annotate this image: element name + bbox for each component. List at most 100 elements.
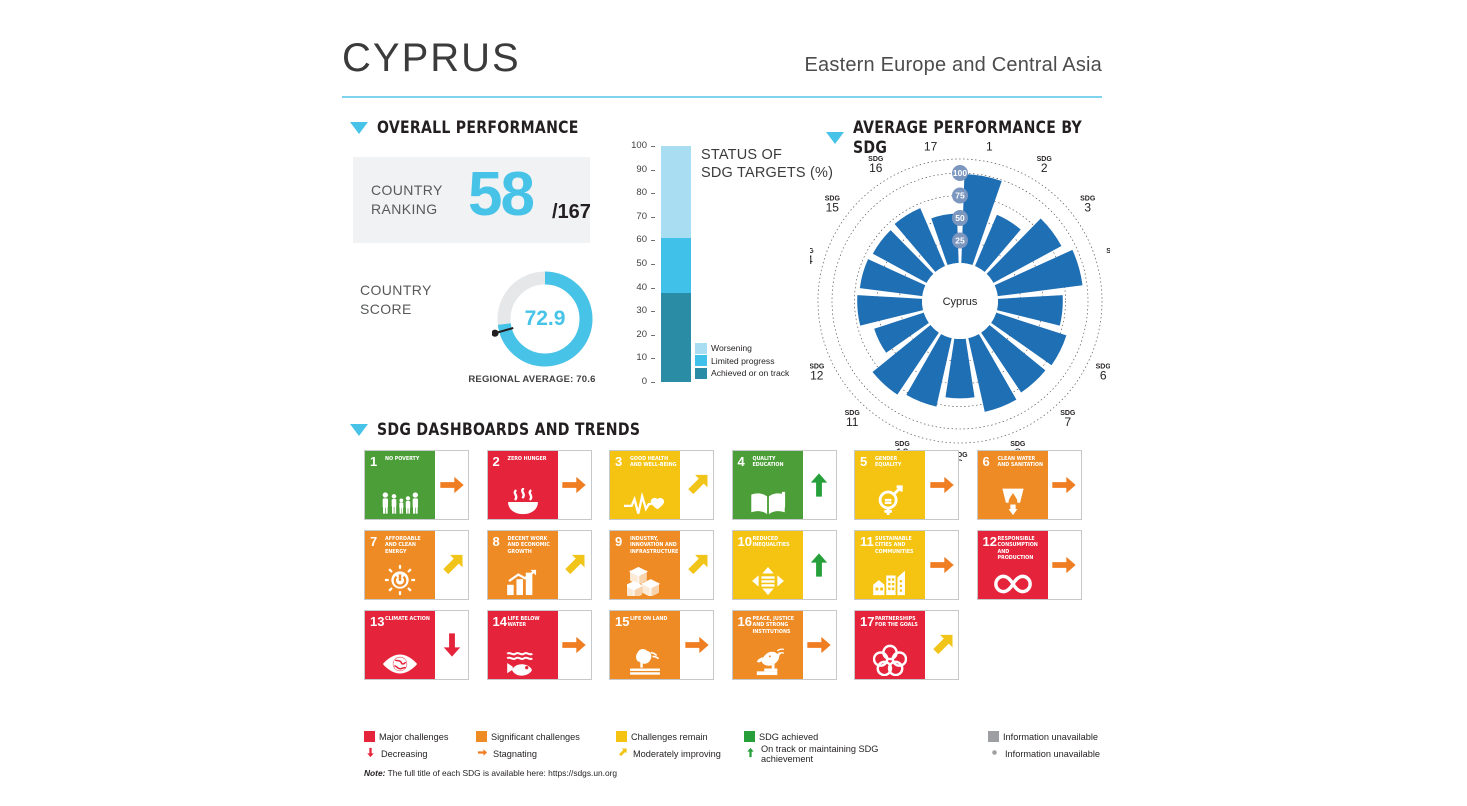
sdg-tile-1[interactable]: 1 NO POVERTY — [364, 450, 469, 520]
sdg-trend-arrow-11 — [925, 531, 958, 599]
note-prefix: Note: — [364, 768, 386, 778]
sdg-title-14: LIFE BELOW WATER — [507, 616, 540, 629]
triangle-down-icon — [826, 132, 844, 144]
status-legend-swatch — [695, 367, 707, 379]
sdg-tile-12[interactable]: 12 RESPONSIBLE CONSUMPTION AND PRODUCTION — [976, 530, 1082, 600]
sdg-tile-2[interactable]: 2 ZERO HUNGER — [486, 450, 592, 520]
sdg-dashboard-grid: 1 NO POVERTY 2 ZERO HUNGER 3 GOOD HEALTH AND … — [364, 450, 1104, 690]
sdg-icon-3: 3 GOOD HEALTH AND WELL-BEING — [610, 451, 680, 519]
sdg-tile-4[interactable]: 4 QUALITY EDUCATION — [731, 450, 837, 520]
status-axis-tick — [651, 146, 655, 147]
legend-color-item: Significant challenges — [476, 731, 616, 742]
sdg-icon-12: 12 RESPONSIBLE CONSUMPTION AND PRODUCTION — [977, 531, 1048, 599]
sdg-tile-6[interactable]: 6 CLEAN WATER AND SANITATION — [976, 450, 1082, 520]
sdg-icon-6: 6 CLEAN WATER AND SANITATION — [977, 451, 1048, 519]
status-legend-item: Achieved or on track — [695, 367, 789, 380]
sdg-number-17: 17 — [860, 614, 875, 629]
svg-text:SDG: SDG — [845, 410, 861, 417]
radial-outer-ring — [817, 158, 1103, 444]
country-ranking-value: 58 — [468, 160, 535, 229]
status-axis-tick-label: 100 — [631, 140, 647, 151]
sdg-icon-11: 11 SUSTAINABLE CITIES AND COMMUNITIES — [855, 531, 925, 599]
sdg-glyph-city-icon — [855, 566, 925, 596]
sdg-tile-17[interactable]: 17 PARTNERSHIPS FOR THE GOALS — [854, 610, 959, 680]
sdg-number-5: 5 — [860, 454, 868, 469]
radial-scale-bubble — [952, 165, 968, 181]
status-axis-tick — [651, 216, 655, 218]
sdg-number-4: 4 — [737, 454, 745, 469]
sdg-trend-arrow-5 — [925, 451, 958, 519]
legend-swatch — [476, 731, 487, 742]
score-label-line1: COUNTRY — [360, 282, 432, 298]
sdg-glyph-dove-icon — [733, 646, 803, 676]
radial-center-label: Cyprus — [943, 296, 978, 308]
svg-text:SDG: SDG — [952, 452, 968, 459]
legend-swatch — [988, 731, 999, 742]
sdg-icon-1: 1 NO POVERTY — [365, 451, 435, 519]
ranking-label-line1: COUNTRY — [371, 182, 443, 198]
sdg-title-4: QUALITY EDUCATION — [752, 456, 784, 469]
status-axis-tick-label: 20 — [636, 328, 647, 340]
legend-color-item: Challenges remain — [616, 731, 744, 742]
sdg-tile-10[interactable]: 10 REDUCED INEQUALITIES — [731, 530, 837, 600]
section-overall-performance: OVERALL PERFORMANCE — [350, 118, 596, 138]
sdg-number-1: 1 — [370, 454, 378, 469]
sdg-trend-arrow-7 — [435, 531, 468, 599]
sdg-number-2: 2 — [492, 454, 500, 469]
status-axis-tick-label: 0 — [641, 376, 647, 387]
legend-trend-item: Information unavailable — [988, 747, 1100, 760]
sdg-tile-3[interactable]: 3 GOOD HEALTH AND WELL-BEING — [609, 450, 714, 520]
sdg-title-8: DECENT WORK AND ECONOMIC GROWTH — [507, 536, 550, 555]
legend-row-colors: Major challenges Significant challenges Ch… — [364, 728, 1104, 745]
sdg-tile-7[interactable]: 7 AFFORDABLE AND CLEAN ENERGY — [364, 530, 469, 600]
sdg-glyph-book-icon — [733, 486, 803, 516]
header-divider — [342, 96, 1102, 98]
sdg-tile-9[interactable]: 9 INDUSTRY, INNOVATION AND INFRASTRUCTURE — [609, 530, 714, 600]
legend-note: Note: The full title of each SDG is avai… — [364, 768, 617, 778]
sdg-tile-5[interactable]: 5 GENDER EQUALITY — [854, 450, 959, 520]
sdg-number-16: 16 — [737, 614, 752, 629]
sdg-tile-13[interactable]: 13 CLIMATE ACTION — [364, 610, 469, 680]
sdg-glyph-tree-icon — [610, 646, 680, 676]
sdg-icon-15: 15 LIFE ON LAND — [610, 611, 680, 679]
status-legend-label: Limited progress — [711, 355, 775, 366]
sdg-tile-11[interactable]: 11 SUSTAINABLE CITIES AND COMMUNITIES — [854, 530, 959, 600]
sdg-number-13: 13 — [370, 614, 385, 629]
status-axis-tick — [651, 193, 655, 195]
sdg-title-16: PEACE, JUSTICE AND STRONG INSTITUTIONS — [752, 616, 795, 635]
radial-hub — [922, 263, 998, 339]
radial-wedge-sdg-17 — [931, 213, 959, 266]
legend-color-item: Information unavailable — [988, 731, 1098, 742]
score-label-line2: SCORE — [360, 300, 412, 317]
legend-label: Decreasing — [381, 748, 428, 759]
radial-scale-label: 50 — [955, 213, 965, 223]
legend-label: Stagnating — [493, 748, 537, 759]
status-title-line2: SDG TARGETS (%) — [701, 165, 834, 182]
status-axis-tick-label: 30 — [636, 305, 647, 317]
sdg-number-3: 3 — [615, 454, 623, 469]
sdg-icon-4: 4 QUALITY EDUCATION — [732, 451, 803, 519]
svg-text:3: 3 — [1084, 201, 1091, 215]
legend-label: Challenges remain — [631, 731, 708, 742]
radial-wedge-sdg-10 — [906, 333, 952, 407]
sdg-tile-15[interactable]: 15 LIFE ON LAND — [609, 610, 714, 680]
sdg-tile-8[interactable]: 8 DECENT WORK AND ECONOMIC GROWTH — [486, 530, 592, 600]
legend-row-trends: Decreasing Stagnating Moderately improving… — [364, 744, 1104, 764]
status-axis-tick-label: 80 — [636, 187, 647, 199]
sdg-icon-9: 9 INDUSTRY, INNOVATION AND INFRASTRUCTURE — [610, 531, 680, 599]
status-legend-swatch — [695, 342, 707, 354]
status-segment-achieved-or-on-track — [661, 293, 691, 382]
sdg-tile-14[interactable]: 14 LIFE BELOW WATER — [486, 610, 592, 680]
svg-text:1: 1 — [986, 141, 993, 154]
svg-text:15: 15 — [826, 201, 840, 215]
svg-text:SDG: SDG — [810, 363, 825, 370]
sdg-grid-row: 7 AFFORDABLE AND CLEAN ENERGY 8 DECENT WORK… — [364, 530, 1104, 600]
sdg-title-9: INDUSTRY, INNOVATION AND INFRASTRUCTURE — [630, 536, 679, 555]
sdg-number-11: 11 — [860, 534, 874, 549]
svg-text:SDG: SDG — [1010, 441, 1026, 448]
sdg-tile-16[interactable]: 16 PEACE, JUSTICE AND STRONG INSTITUTIONS — [731, 610, 837, 680]
radial-wedge-sdg-15 — [872, 230, 934, 283]
